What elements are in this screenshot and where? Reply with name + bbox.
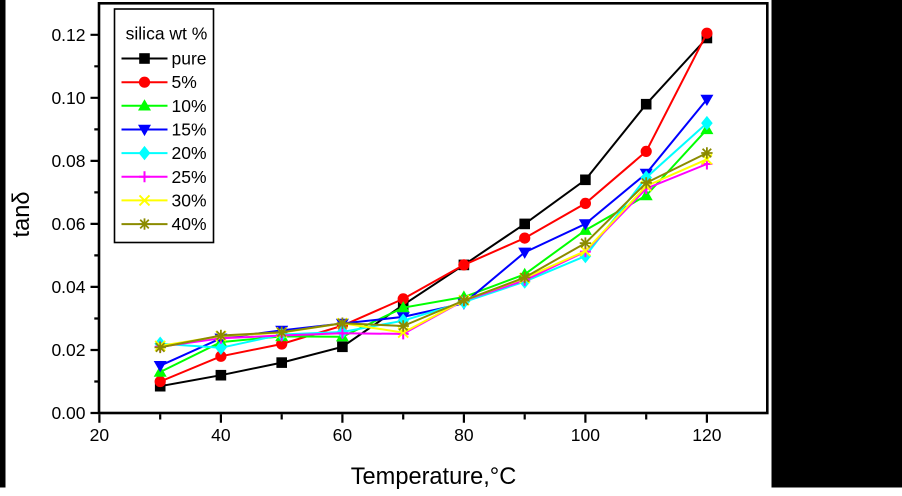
svg-text:15%: 15%: [172, 120, 207, 140]
svg-text:0.06: 0.06: [51, 214, 85, 234]
svg-text:0.04: 0.04: [51, 277, 85, 297]
svg-text:pure: pure: [172, 49, 207, 69]
svg-text:30%: 30%: [172, 190, 207, 210]
svg-text:80: 80: [454, 425, 474, 445]
svg-text:tanδ: tanδ: [9, 192, 35, 238]
svg-text:Temperature,°C: Temperature,°C: [351, 464, 516, 490]
svg-text:40%: 40%: [172, 214, 207, 234]
svg-text:0.12: 0.12: [51, 25, 85, 45]
svg-text:5%: 5%: [172, 72, 197, 92]
svg-text:100: 100: [571, 425, 600, 445]
svg-text:20: 20: [90, 425, 110, 445]
svg-text:25%: 25%: [172, 167, 207, 187]
svg-text:120: 120: [692, 425, 721, 445]
svg-text:10%: 10%: [172, 96, 207, 116]
svg-text:60: 60: [333, 425, 353, 445]
svg-text:0.10: 0.10: [51, 88, 85, 108]
svg-text:0.02: 0.02: [51, 340, 85, 360]
svg-text:0.08: 0.08: [51, 151, 85, 171]
svg-text:20%: 20%: [172, 143, 207, 163]
svg-text:40: 40: [211, 425, 231, 445]
svg-text:silica wt %: silica wt %: [126, 24, 208, 44]
svg-text:0.00: 0.00: [51, 403, 85, 423]
